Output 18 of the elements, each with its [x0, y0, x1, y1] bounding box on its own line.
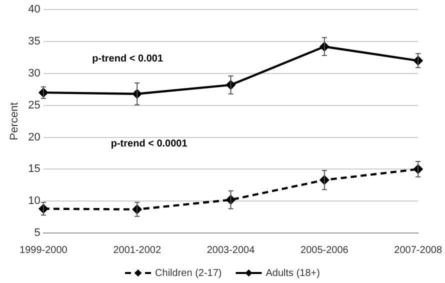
y-axis-title: Percent: [8, 102, 21, 140]
y-tick-label: 5: [34, 227, 40, 240]
annotation: p-trend < 0.0001: [110, 138, 188, 150]
x-tick-label: 2001-2002: [113, 244, 162, 256]
y-tick-label: 35: [28, 36, 40, 48]
y-tick-label: 40: [28, 4, 40, 16]
y-tick-label: 30: [28, 67, 40, 80]
x-tick-label: 2005-2006: [300, 244, 349, 256]
legend-label: Children (2-17): [155, 268, 222, 279]
x-tick-label: 2007-2008: [394, 244, 442, 256]
y-tick-label: 20: [28, 131, 40, 144]
x-tick-label: 1999-2000: [20, 244, 68, 256]
y-tick-label: 10: [28, 195, 40, 208]
annotation: p-trend < 0.001: [92, 54, 164, 64]
x-tick-label: 2003-2004: [206, 244, 256, 256]
y-tick-label: 25: [28, 99, 40, 112]
legend-label: Adults (18+): [266, 268, 320, 279]
y-tick-label: 15: [28, 163, 40, 176]
